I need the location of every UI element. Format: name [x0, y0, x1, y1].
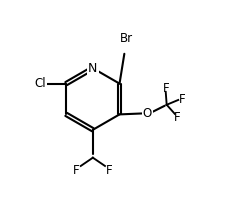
Text: F: F	[73, 164, 79, 177]
Text: F: F	[162, 82, 168, 95]
Text: O: O	[142, 107, 151, 120]
Text: Br: Br	[119, 32, 132, 45]
Text: Cl: Cl	[34, 77, 46, 90]
Text: F: F	[105, 164, 112, 177]
Text: N: N	[88, 62, 97, 75]
Text: F: F	[178, 93, 184, 107]
Text: F: F	[173, 111, 179, 124]
